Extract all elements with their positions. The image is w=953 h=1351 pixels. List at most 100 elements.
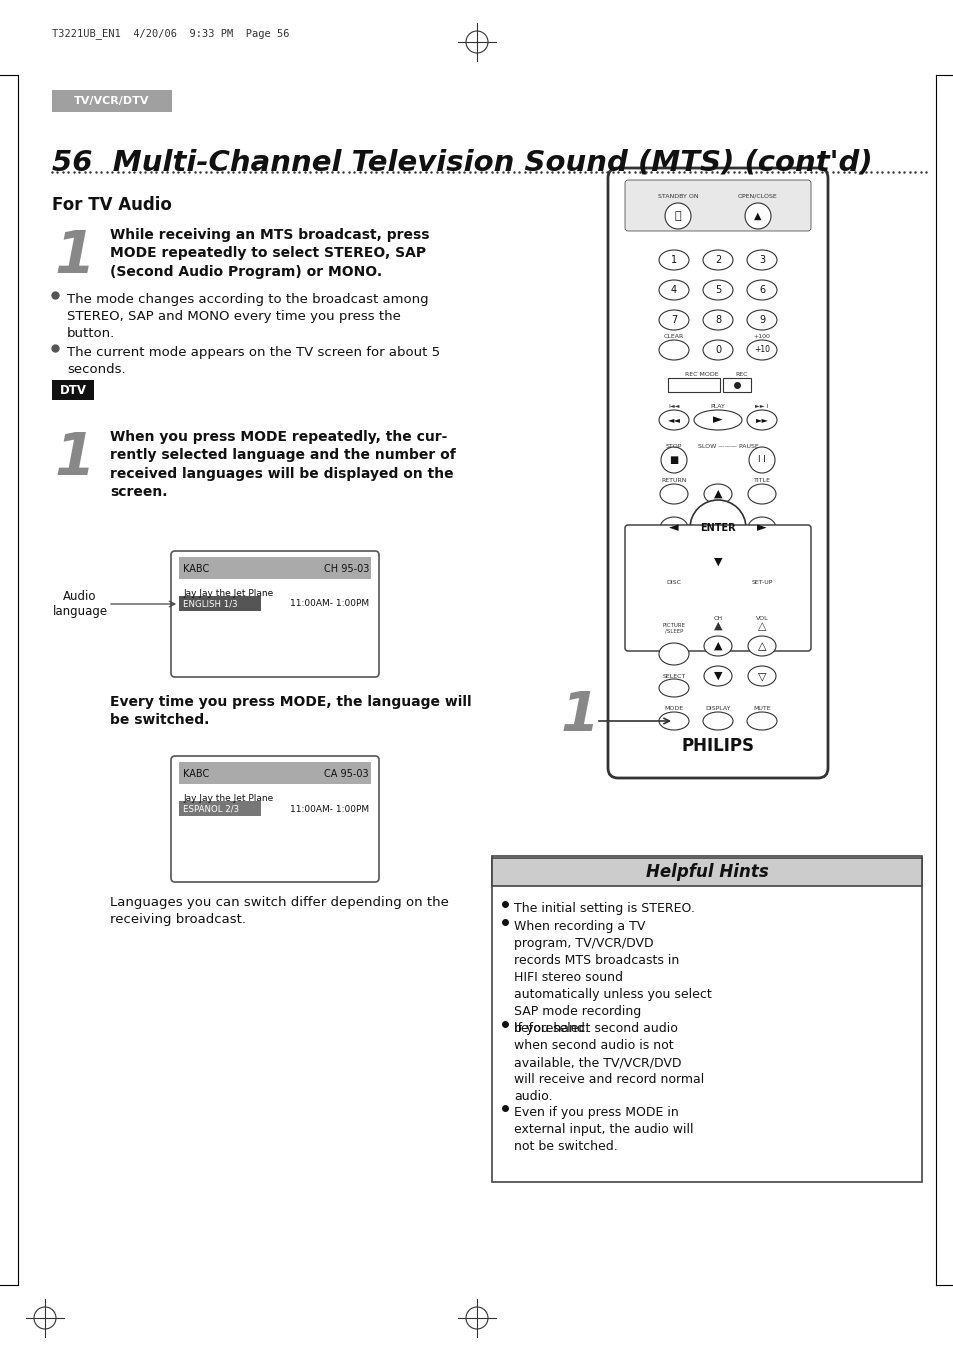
Text: The mode changes according to the broadcast among
STEREO, SAP and MONO every tim: The mode changes according to the broadc…	[67, 293, 428, 340]
FancyBboxPatch shape	[171, 551, 378, 677]
Text: TV/VCR/DTV: TV/VCR/DTV	[74, 96, 150, 105]
Ellipse shape	[744, 203, 770, 230]
Text: CA 95-03: CA 95-03	[324, 769, 369, 780]
Text: RETURN: RETURN	[660, 477, 686, 482]
Bar	[179, 557, 371, 580]
Text: MODE: MODE	[663, 705, 683, 711]
Text: 6: 6	[759, 285, 764, 295]
Ellipse shape	[746, 250, 776, 270]
Text: Even if you press MODE in
external input, the audio will
not be switched.: Even if you press MODE in external input…	[514, 1106, 693, 1152]
Text: DISC: DISC	[666, 580, 680, 585]
Text: 11:00AM- 1:00PM: 11:00AM- 1:00PM	[290, 804, 369, 813]
Text: 1: 1	[560, 689, 598, 743]
Text: 0: 0	[714, 345, 720, 355]
Ellipse shape	[659, 309, 688, 330]
Text: PICTURE
/SLEEP: PICTURE /SLEEP	[661, 623, 685, 634]
Text: VOL: VOL	[755, 616, 767, 620]
Text: Jay Jay the Jet Plane: Jay Jay the Jet Plane	[183, 589, 273, 598]
Ellipse shape	[703, 553, 731, 571]
Text: △: △	[757, 621, 765, 631]
Ellipse shape	[702, 712, 732, 730]
Text: 9: 9	[759, 315, 764, 326]
Text: When you press MODE repeatedly, the cur-
rently selected language and the number: When you press MODE repeatedly, the cur-…	[110, 430, 456, 500]
Text: ■: ■	[669, 455, 678, 465]
Ellipse shape	[659, 517, 687, 539]
Text: 8: 8	[714, 315, 720, 326]
Text: PLAY: PLAY	[710, 404, 724, 408]
Text: I I: I I	[758, 455, 765, 465]
Text: +10: +10	[753, 346, 769, 354]
Ellipse shape	[659, 680, 688, 697]
Text: ENTER: ENTER	[700, 523, 735, 534]
Text: Languages you can switch differ depending on the
receiving broadcast.: Languages you can switch differ dependin…	[110, 896, 449, 925]
Ellipse shape	[702, 340, 732, 359]
Text: 2: 2	[714, 255, 720, 265]
Text: 4: 4	[670, 285, 677, 295]
Text: Audio
language: Audio language	[52, 590, 108, 617]
Text: ◄◄: ◄◄	[667, 416, 679, 424]
Text: ►►: ►►	[755, 416, 768, 424]
Text: Every time you press MODE, the language will
be switched.: Every time you press MODE, the language …	[110, 694, 471, 727]
Ellipse shape	[703, 666, 731, 686]
Ellipse shape	[659, 586, 687, 607]
Bar	[492, 858, 921, 886]
Text: △: △	[757, 640, 765, 651]
Text: Helpful Hints: Helpful Hints	[645, 863, 767, 881]
Text: KABC: KABC	[183, 769, 209, 780]
Ellipse shape	[664, 203, 690, 230]
FancyBboxPatch shape	[624, 180, 810, 231]
Ellipse shape	[693, 409, 741, 430]
Ellipse shape	[746, 280, 776, 300]
Text: +100: +100	[753, 334, 770, 339]
Ellipse shape	[703, 636, 731, 657]
Bar	[667, 378, 720, 392]
Text: ESPANOL 2/3: ESPANOL 2/3	[183, 804, 239, 813]
Ellipse shape	[748, 447, 774, 473]
Text: ▲: ▲	[713, 621, 721, 631]
Text: REC MODE: REC MODE	[684, 372, 718, 377]
Text: ►: ►	[757, 521, 766, 535]
Text: SET-UP: SET-UP	[751, 580, 772, 585]
Text: DTV: DTV	[59, 384, 87, 396]
Text: DISPLAY: DISPLAY	[704, 705, 730, 711]
Text: ▽: ▽	[757, 671, 765, 681]
Text: 1: 1	[54, 228, 95, 285]
Ellipse shape	[659, 280, 688, 300]
Bar	[179, 596, 261, 611]
Ellipse shape	[746, 340, 776, 359]
Text: SLOW ——— PAUSE: SLOW ——— PAUSE	[697, 443, 758, 449]
Bar	[52, 380, 94, 400]
Bar	[179, 762, 371, 784]
Ellipse shape	[746, 712, 776, 730]
Text: ▼: ▼	[713, 671, 721, 681]
Ellipse shape	[747, 636, 775, 657]
Text: While receiving an MTS broadcast, press
MODE repeatedly to select STEREO, SAP
(S: While receiving an MTS broadcast, press …	[110, 228, 429, 278]
Ellipse shape	[703, 484, 731, 504]
Text: STOP: STOP	[665, 443, 681, 449]
Text: CLEAR: CLEAR	[663, 334, 683, 339]
Text: ▲: ▲	[713, 489, 721, 499]
Text: The current mode appears on the TV screen for about 5
seconds.: The current mode appears on the TV scree…	[67, 346, 439, 376]
Bar	[52, 91, 172, 112]
Text: ▲: ▲	[754, 211, 760, 222]
Ellipse shape	[746, 309, 776, 330]
Text: 1: 1	[54, 430, 95, 486]
Text: ⏻: ⏻	[674, 211, 680, 222]
Ellipse shape	[659, 643, 688, 665]
Text: CH: CH	[713, 616, 721, 620]
Text: ENGLISH 1/3: ENGLISH 1/3	[183, 600, 237, 608]
Text: CH 95-03: CH 95-03	[323, 563, 369, 574]
FancyBboxPatch shape	[624, 526, 810, 651]
Text: 56  Multi-Channel Television Sound (MTS) (cont'd): 56 Multi-Channel Television Sound (MTS) …	[52, 149, 872, 176]
Ellipse shape	[702, 250, 732, 270]
Bar	[179, 801, 261, 816]
Ellipse shape	[747, 666, 775, 686]
Ellipse shape	[702, 309, 732, 330]
Ellipse shape	[659, 712, 688, 730]
Ellipse shape	[746, 409, 776, 430]
Ellipse shape	[659, 250, 688, 270]
Bar	[722, 378, 750, 392]
Text: ►► I: ►► I	[755, 404, 768, 408]
Ellipse shape	[747, 517, 775, 539]
Text: TITLE: TITLE	[753, 477, 770, 482]
